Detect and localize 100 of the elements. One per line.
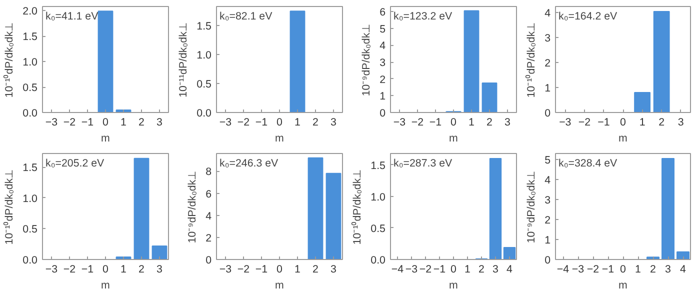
x-tick-label: 2 xyxy=(658,116,665,128)
y-tick-label: 1.5 xyxy=(22,162,38,174)
x-tick-label: −4 xyxy=(391,264,404,276)
y-tick-label: 4 xyxy=(544,174,551,186)
x-tick-label: 2 xyxy=(478,264,485,276)
y-axis-title: 10⁻¹⁰dP/dk₀dk⊥ xyxy=(2,168,16,245)
x-tick-label: 0 xyxy=(276,264,283,276)
y-tick-label: 1.0 xyxy=(370,191,386,204)
y-axis-title: 10⁻¹⁰dP/dk₀dk⊥ xyxy=(524,21,538,98)
x-tick-label: 1 xyxy=(639,116,646,128)
y-tick-label: 3 xyxy=(544,32,551,45)
y-tick-label: 2 xyxy=(380,74,386,86)
y-tick-label: 5 xyxy=(544,154,551,166)
x-tick-label: 1 xyxy=(635,264,642,276)
x-tick-label: 0 xyxy=(450,264,457,276)
y-axis-title: 10⁻⁹dP/dk₀dk⊥ xyxy=(360,22,373,96)
x-tick-label: 3 xyxy=(330,264,337,276)
x-tick-label: −1 xyxy=(81,116,94,128)
x-tick-label: 3 xyxy=(504,116,511,128)
x-tick-label: −3 xyxy=(45,264,58,276)
y-tick-label: 4 xyxy=(206,210,212,222)
x-tick-label: 4 xyxy=(506,264,513,276)
annotation: k₀=287.3 eV xyxy=(394,158,454,170)
x-tick-label: 1 xyxy=(464,264,471,276)
x-tick-label: −1 xyxy=(433,264,446,276)
y-tick-label: 1.5 xyxy=(22,31,38,44)
y-tick-label: 1.0 xyxy=(22,192,38,205)
x-tick-label: 1 xyxy=(120,116,127,128)
y-axis-title: 10⁻⁹dP/dk₀dk⊥ xyxy=(526,170,538,244)
y-tick-label: 6 xyxy=(206,188,212,200)
y-tick-label: 0.0 xyxy=(22,254,38,266)
x-tick-label: −3 xyxy=(572,264,584,276)
x-tick-label: 2 xyxy=(138,264,145,276)
y-tick-label: 3 xyxy=(544,194,551,206)
x-tick-label: 2 xyxy=(486,116,493,128)
annotation: k₀=328.4 eV xyxy=(558,158,618,170)
x-tick-label: −1 xyxy=(255,264,268,276)
x-tick-label: −2 xyxy=(586,264,600,276)
annotation: k₀=205.2 eV xyxy=(46,158,106,170)
y-tick-label: 2 xyxy=(544,214,551,226)
y-tick-label: 1 xyxy=(544,82,551,95)
x-tick-label: 3 xyxy=(492,264,499,276)
x-tick-label: 1 xyxy=(294,116,301,128)
x-tick-label: −3 xyxy=(219,116,232,128)
y-tick-label: 1.5 xyxy=(196,20,212,33)
y-tick-label: 0.5 xyxy=(22,224,38,236)
x-tick-label: 0 xyxy=(620,264,626,276)
annotation: k₀=123.2 eV xyxy=(394,10,454,22)
y-tick-label: 0 xyxy=(544,108,551,120)
x-tick-label: 0 xyxy=(102,116,109,128)
x-axis-title: m xyxy=(101,132,110,144)
y-tick-label: 0 xyxy=(206,254,212,266)
x-tick-label: −2 xyxy=(419,264,432,276)
x-tick-label: 0 xyxy=(450,116,457,128)
annotation: k₀=82.1 eV xyxy=(220,10,274,22)
x-tick-label: −1 xyxy=(81,264,94,276)
y-tick-label: 5 xyxy=(380,23,386,36)
y-tick-label: 8 xyxy=(206,166,212,178)
x-tick-label: −2 xyxy=(237,116,250,128)
x-tick-label: 3 xyxy=(678,116,684,128)
x-axis-title: m xyxy=(101,280,110,292)
x-tick-label: 3 xyxy=(156,264,163,276)
y-tick-label: 0 xyxy=(380,108,386,120)
x-axis-title: m xyxy=(275,280,284,292)
y-tick-label: 0.0 xyxy=(196,108,212,120)
x-tick-label: 2 xyxy=(312,264,319,276)
y-tick-label: 0 xyxy=(544,254,551,266)
x-tick-label: −3 xyxy=(219,264,232,276)
x-axis-title: m xyxy=(275,132,284,144)
x-tick-label: −2 xyxy=(237,264,250,276)
y-tick-label: 0.5 xyxy=(370,222,386,235)
y-tick-label: 1.0 xyxy=(22,56,38,69)
annotation: k₀=246.3 eV xyxy=(220,158,280,170)
x-tick-label: 0 xyxy=(620,116,626,128)
x-tick-label: −3 xyxy=(559,116,572,128)
y-tick-label: 0.5 xyxy=(196,78,212,91)
y-tick-label: 2.0 xyxy=(22,6,38,18)
y-tick-label: 2 xyxy=(206,232,212,244)
x-tick-label: 1 xyxy=(468,116,475,128)
x-tick-label: −3 xyxy=(393,116,406,128)
x-tick-label: −2 xyxy=(63,264,76,276)
x-tick-label: −1 xyxy=(255,116,268,128)
y-tick-label: 3 xyxy=(380,57,386,70)
x-tick-label: 3 xyxy=(330,116,337,128)
x-tick-label: 4 xyxy=(680,264,686,276)
x-tick-label: 2 xyxy=(312,116,319,128)
x-tick-label: 1 xyxy=(294,264,301,276)
x-tick-label: −2 xyxy=(578,116,591,128)
x-tick-label: −1 xyxy=(429,116,442,128)
y-tick-label: 0.0 xyxy=(22,108,38,120)
y-axis-title: 10⁻¹⁰dP/dk₀dk⊥ xyxy=(2,21,16,98)
x-tick-label: −2 xyxy=(63,116,76,128)
annotation: k₀=164.2 eV xyxy=(558,10,618,22)
y-tick-label: 6 xyxy=(380,6,386,19)
x-tick-label: −3 xyxy=(405,264,418,276)
x-tick-label: −4 xyxy=(556,264,570,276)
x-tick-label: −3 xyxy=(45,116,58,128)
x-tick-label: 3 xyxy=(156,116,163,128)
x-tick-label: −1 xyxy=(598,116,610,128)
y-tick-label: 0.5 xyxy=(22,82,38,94)
